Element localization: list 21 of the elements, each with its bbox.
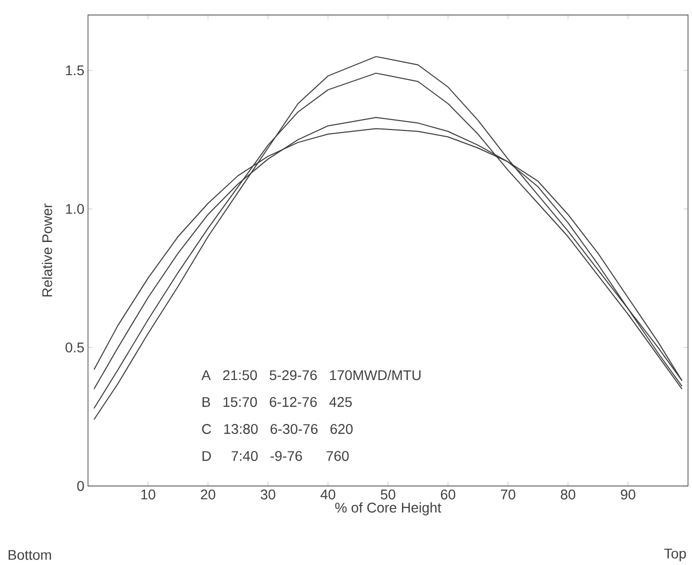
y-tick-label: 1.0	[66, 204, 84, 214]
annotation: B 15:70 6-12-76 425	[202, 397, 352, 407]
x-tick-label: 50	[380, 490, 396, 500]
x-tick-label: 90	[620, 490, 636, 500]
annotation: D 7:40 -9-76 760	[202, 451, 349, 461]
x-tick-label: 10	[141, 490, 156, 500]
y-tick-label: 0.5	[66, 342, 84, 352]
x-tick-label: 20	[200, 490, 216, 500]
y-tick-label: 1.5	[66, 66, 84, 76]
x-tick-label: 80	[560, 490, 576, 500]
x-axis-title: % of Core Height	[335, 502, 442, 516]
y-tick-label: 0	[77, 481, 84, 491]
x-tick-label: 30	[260, 490, 276, 500]
text: Bottom	[8, 550, 51, 560]
x-tick-label: 60	[440, 490, 456, 500]
annotation: A 21:50 5-29-76 170MWD/MTU	[201, 370, 421, 380]
x-tick-label: 70	[500, 490, 516, 500]
x-tick-label: 40	[320, 490, 336, 500]
text: Top	[664, 548, 686, 562]
y-axis-title: Relative Power	[42, 204, 52, 296]
annotation: C 13:80 6-30-76 620	[202, 424, 353, 434]
